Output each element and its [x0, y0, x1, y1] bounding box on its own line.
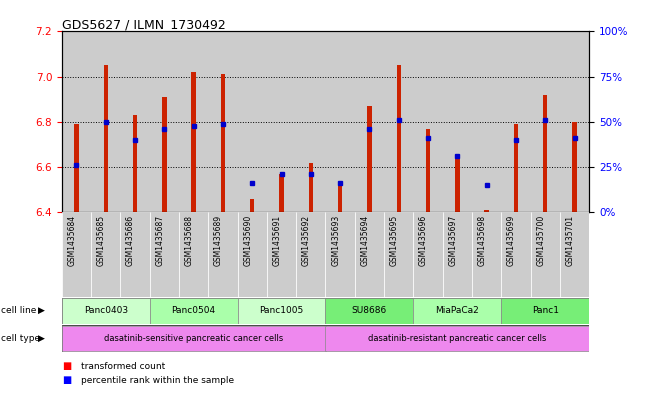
Bar [267, 212, 296, 297]
Text: GSM1435685: GSM1435685 [97, 215, 105, 266]
Bar [326, 212, 355, 297]
Bar [384, 212, 413, 297]
Text: GSM1435688: GSM1435688 [185, 215, 193, 266]
Bar [104, 65, 108, 212]
Bar [150, 212, 179, 297]
Text: GSM1435692: GSM1435692 [302, 215, 311, 266]
Bar [238, 212, 267, 297]
Bar [62, 298, 150, 324]
Bar [514, 124, 518, 212]
Bar [560, 212, 589, 297]
Text: Panc1: Panc1 [532, 307, 559, 315]
Bar [572, 122, 577, 212]
Bar [250, 198, 255, 212]
Text: GDS5627 / ILMN_1730492: GDS5627 / ILMN_1730492 [62, 18, 226, 31]
Text: GSM1435696: GSM1435696 [419, 215, 428, 266]
Bar [455, 156, 460, 212]
Bar [501, 212, 531, 297]
Bar [62, 325, 326, 351]
Bar [326, 325, 589, 351]
Text: GSM1435687: GSM1435687 [156, 215, 164, 266]
Text: GSM1435693: GSM1435693 [331, 215, 340, 266]
Text: ■: ■ [62, 375, 71, 386]
Text: transformed count: transformed count [81, 362, 165, 371]
Text: dasatinib-resistant pancreatic cancer cells: dasatinib-resistant pancreatic cancer ce… [368, 334, 547, 343]
Bar [296, 31, 326, 212]
Bar [91, 212, 120, 297]
Bar [150, 31, 179, 212]
Bar [413, 31, 443, 212]
Text: Panc0504: Panc0504 [172, 307, 215, 315]
Bar [238, 31, 267, 212]
Bar [472, 31, 501, 212]
Bar [179, 31, 208, 212]
Text: SU8686: SU8686 [352, 307, 387, 315]
Bar [501, 298, 589, 324]
Text: GSM1435698: GSM1435698 [478, 215, 486, 266]
Bar [396, 65, 401, 212]
Bar [531, 31, 560, 212]
Bar [309, 162, 313, 212]
Text: percentile rank within the sample: percentile rank within the sample [81, 376, 234, 385]
Text: ■: ■ [62, 361, 71, 371]
Text: GSM1435690: GSM1435690 [243, 215, 252, 266]
Text: GSM1435700: GSM1435700 [536, 215, 545, 266]
Bar [120, 212, 150, 297]
Bar [384, 31, 413, 212]
Bar [74, 124, 79, 212]
Bar [208, 212, 238, 297]
Bar [91, 31, 120, 212]
Text: MiaPaCa2: MiaPaCa2 [436, 307, 479, 315]
Bar [267, 31, 296, 212]
Bar [326, 298, 413, 324]
Bar [413, 212, 443, 297]
Text: GSM1435701: GSM1435701 [566, 215, 574, 266]
Bar [355, 31, 384, 212]
Bar [326, 31, 355, 212]
Text: GSM1435686: GSM1435686 [126, 215, 135, 266]
Text: ▶: ▶ [38, 334, 45, 343]
Bar [355, 212, 384, 297]
Bar [560, 31, 589, 212]
Bar [191, 72, 196, 212]
Bar [484, 210, 489, 212]
Text: GSM1435695: GSM1435695 [390, 215, 398, 266]
Text: cell line: cell line [1, 307, 36, 315]
Bar [208, 31, 238, 212]
Bar [238, 298, 326, 324]
Bar [179, 212, 208, 297]
Text: ▶: ▶ [38, 307, 45, 315]
Text: GSM1435689: GSM1435689 [214, 215, 223, 266]
Bar [221, 74, 225, 212]
Bar [501, 31, 531, 212]
Bar [426, 129, 430, 212]
Text: dasatinib-sensitive pancreatic cancer cells: dasatinib-sensitive pancreatic cancer ce… [104, 334, 283, 343]
Text: cell type: cell type [1, 334, 40, 343]
Text: Panc1005: Panc1005 [260, 307, 303, 315]
Bar [443, 31, 472, 212]
Text: GSM1435694: GSM1435694 [361, 215, 369, 266]
Bar [150, 298, 238, 324]
Bar [62, 212, 91, 297]
Bar [443, 212, 472, 297]
Bar [543, 95, 547, 212]
Bar [367, 106, 372, 212]
Bar [133, 115, 137, 212]
Text: GSM1435697: GSM1435697 [449, 215, 457, 266]
Text: Panc0403: Panc0403 [84, 307, 128, 315]
Bar [279, 174, 284, 212]
Bar [162, 97, 167, 212]
Bar [120, 31, 150, 212]
Bar [338, 185, 342, 212]
Bar [413, 298, 501, 324]
Bar [296, 212, 326, 297]
Bar [472, 212, 501, 297]
Text: GSM1435684: GSM1435684 [68, 215, 77, 266]
Text: GSM1435699: GSM1435699 [507, 215, 516, 266]
Text: GSM1435691: GSM1435691 [273, 215, 281, 266]
Bar [531, 212, 560, 297]
Bar [62, 31, 91, 212]
